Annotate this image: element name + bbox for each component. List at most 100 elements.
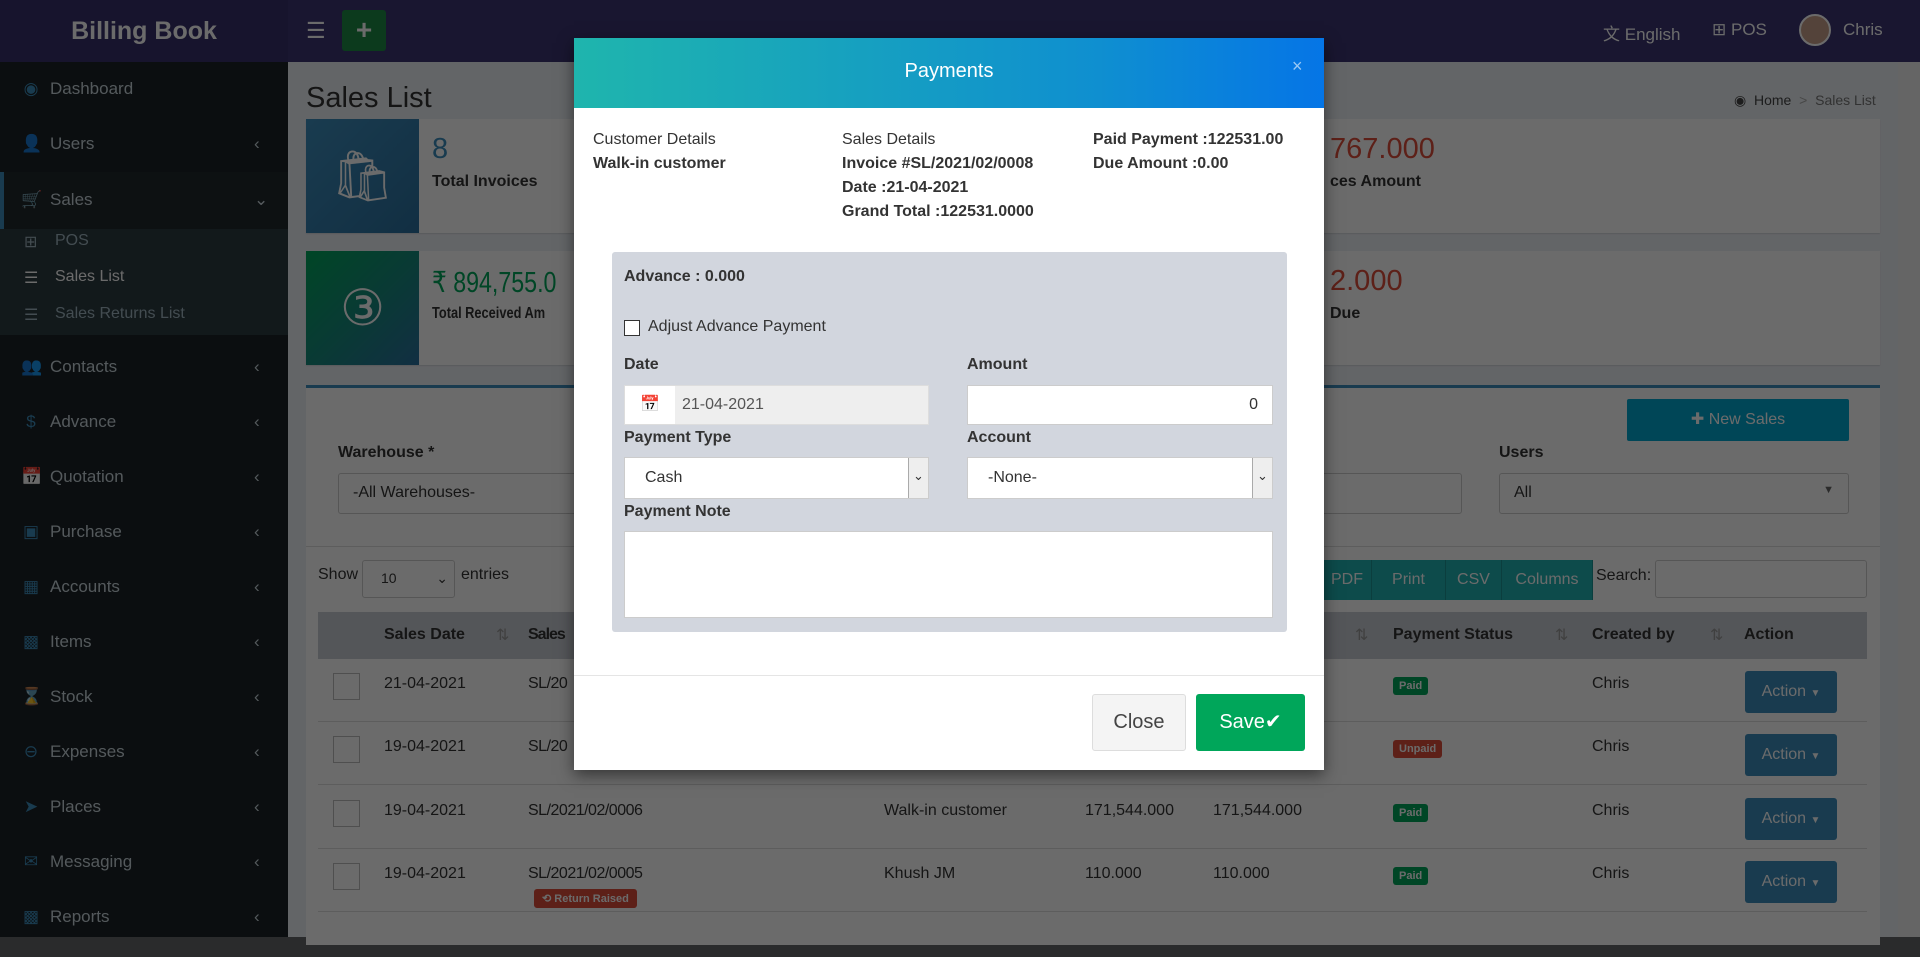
avatar[interactable] [1799,14,1831,46]
row-checkbox[interactable] [333,736,360,763]
sidebar-item-expenses[interactable]: ⊖ Expenses ‹ [0,737,288,792]
date-input[interactable]: 📅 21-04-2021 [624,385,929,425]
sidebar-item-quotation[interactable]: 📅 Quotation ‹ [0,462,288,517]
entries-value: 10 [381,570,397,586]
amount-input[interactable]: 0 [967,385,1273,425]
pos-link[interactable]: ⊞ POS [1712,20,1767,40]
payment-type-select[interactable]: Cash ⌄ [624,457,929,499]
sort-icon[interactable]: ⇅ [1555,627,1569,644]
grand-total: Grand Total :122531.0000 [842,203,1034,220]
row-checkbox[interactable] [333,863,360,890]
table-row: 19-04-2021 SL/2021/02/0005 Khush JM 110.… [318,849,1867,912]
payment-status-badge: Paid [1393,804,1429,822]
breadcrumb-home[interactable]: Home [1754,92,1792,108]
row-checkbox[interactable] [333,673,360,700]
col-payment-status[interactable]: Payment Status [1393,626,1514,643]
user-name[interactable]: Chris [1843,20,1883,39]
payment-status-badge: Unpaid [1393,740,1443,758]
due-amount: Due Amount :0.00 [1093,155,1229,172]
sort-icon[interactable]: ⇅ [496,627,510,644]
chevron-left-icon: ‹ [254,522,260,541]
modal-footer-divider [574,675,1324,676]
sales-number[interactable]: SL/20 [528,675,568,692]
sidebar-item-users[interactable]: 👤 Users ‹ [0,129,288,184]
sidebar-item-advance[interactable]: $ Advance ‹ [0,407,288,462]
page-scrollbar[interactable] [1898,62,1920,937]
dollar-icon: $ [26,412,36,431]
quick-add-button[interactable]: + [342,10,386,51]
table-row: 19-04-2021 SL/20 Unpaid Chris Action ▼ [318,722,1867,785]
invoice-date: Date :21-04-2021 [842,179,969,196]
menu-toggle-icon[interactable]: ☰ [306,18,326,43]
customer-name: Khush JM [884,865,956,882]
envelope-icon: ✉ [23,852,39,871]
caret-down-icon: ▼ [1810,815,1821,826]
total-amount: 110.000 [1085,865,1142,882]
chevron-left-icon: ‹ [254,134,260,153]
columns-button[interactable]: Columns [1502,560,1593,600]
sidebar-item-dashboard[interactable]: ◉ Dashboard [0,74,288,129]
payment-note-textarea[interactable] [624,531,1273,618]
action-dropdown-button[interactable]: Action ▼ [1745,861,1837,903]
close-icon[interactable]: × [1292,56,1303,76]
sidebar-subitem-pos[interactable]: ⊞ POS [0,232,288,269]
shopping-bag-icon: 🛍 [306,119,419,233]
sidebar-item-sales[interactable]: 🛒 Sales ⌄ [0,185,288,240]
csv-button[interactable]: CSV [1446,560,1502,600]
sidebar-item-reports[interactable]: ▩ Reports ‹ [0,902,288,957]
undo-icon: ⟲ [542,893,555,905]
close-button[interactable]: Close [1092,694,1186,751]
sidebar-item-accounts[interactable]: ▦ Accounts ‹ [0,572,288,627]
sidebar-item-places[interactable]: ➤ Places ‹ [0,792,288,847]
new-sales-label: New Sales [1708,411,1786,428]
account-select[interactable]: -None- ⌄ [967,457,1273,499]
row-checkbox[interactable] [333,800,360,827]
sidebar-item-label: Advance [50,412,117,431]
search-input[interactable] [1655,560,1867,598]
entries-select[interactable]: 10 ⌄ [362,560,455,598]
adjust-advance-label[interactable]: Adjust Advance Payment [648,318,826,335]
save-button[interactable]: Save✔ [1196,694,1305,751]
sidebar-subitem-sales-list[interactable]: ☰ Sales List [0,268,288,305]
sidebar-item-stock[interactable]: ⌛ Stock ‹ [0,682,288,737]
caret-down-icon: ▼ [1810,688,1821,699]
sidebar-subitem-label: Sales Returns List [55,305,185,322]
col-created-by[interactable]: Created by [1592,626,1675,643]
users-select[interactable]: All ▼ [1499,473,1849,514]
new-sales-button[interactable]: ✚ New Sales [1627,399,1849,441]
save-label: Save [1219,711,1265,733]
hourglass-icon: ⌛ [21,687,43,706]
app-logo[interactable]: Billing Book [0,0,288,62]
sales-submenu [0,229,288,335]
language-selector[interactable]: 文 English [1603,20,1681,45]
filter-input[interactable] [1300,473,1462,514]
calendar-plus-icon: 📅 [21,467,43,486]
stat-value: 2.000 [1330,265,1403,297]
account-label: Account [967,429,1031,446]
entries-label: entries [461,566,510,583]
sidebar-item-messaging[interactable]: ✉ Messaging ‹ [0,847,288,902]
sort-icon[interactable]: ⇅ [1355,627,1369,644]
action-dropdown-button[interactable]: Action ▼ [1745,734,1837,776]
col-sales-date[interactable]: Sales Date [384,626,465,643]
col-sales-no[interactable]: Sales [528,626,566,643]
action-dropdown-button[interactable]: Action ▼ [1745,671,1837,713]
sidebar-item-purchase[interactable]: ▣ Purchase ‹ [0,517,288,572]
action-dropdown-button[interactable]: Action ▼ [1745,798,1837,840]
sidebar-item-contacts[interactable]: 👥 Contacts ‹ [0,352,288,407]
print-button[interactable]: Print [1372,560,1446,600]
search-label: Search: [1596,567,1652,584]
date-label: Date [624,356,659,373]
sidebar-item-items[interactable]: ▩ Items ‹ [0,627,288,682]
sort-icon[interactable]: ⇅ [1710,627,1724,644]
payment-note-label: Payment Note [624,503,731,520]
sidebar-item-label: Quotation [50,467,124,486]
sales-date: 19-04-2021 [384,802,466,819]
adjust-advance-checkbox[interactable] [624,320,640,336]
sales-number[interactable]: SL/20 [528,738,568,755]
sales-number[interactable]: SL/2021/02/0005 [528,865,643,882]
sales-number[interactable]: SL/2021/02/0006 [528,802,643,819]
sidebar-subitem-label: Sales List [55,268,125,285]
chevron-left-icon: ‹ [254,907,260,926]
sidebar-subitem-sales-returns-list[interactable]: ☰ Sales Returns List [0,305,288,342]
